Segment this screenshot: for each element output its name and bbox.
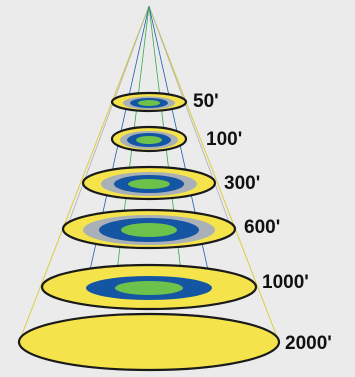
beam-lines: [18, 5, 280, 343]
beam-line-outer-right: [148, 5, 280, 343]
ellipse-level-100: [110, 125, 188, 153]
label-distance-300: 300': [224, 173, 260, 194]
label-distance-1000: 1000': [262, 272, 309, 293]
beam-line-outer-left: [18, 5, 150, 343]
ellipse-level-1000: [40, 263, 258, 311]
ellipse-level-300: [81, 165, 217, 201]
beam-line-gray-right: [148, 5, 233, 231]
label-distance-600: 600': [244, 217, 280, 238]
ellipse-level-2000: [17, 312, 281, 372]
ellipse-level-50: [110, 91, 188, 113]
label-distance-2000: 2000': [285, 333, 332, 354]
ellipse-level-600: [61, 208, 237, 250]
beam-ellipses: [17, 91, 281, 372]
distance-labels: 50' 100' 300' 600' 1000' 2000': [193, 91, 332, 354]
beam-line-gray-left: [65, 5, 150, 231]
label-distance-100: 100': [206, 129, 242, 150]
label-distance-50: 50': [193, 91, 219, 112]
